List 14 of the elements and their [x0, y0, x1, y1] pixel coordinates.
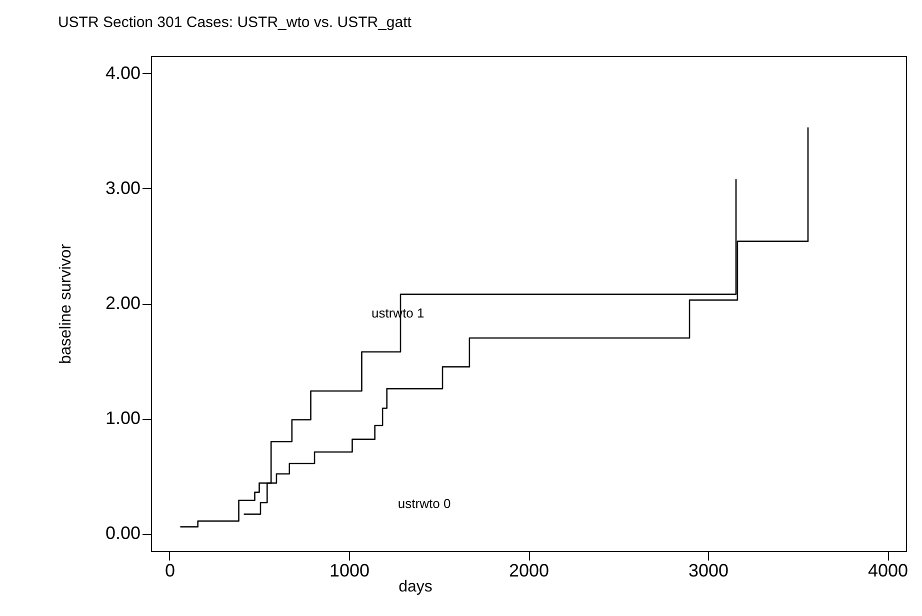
x-tick-label: 4000	[868, 560, 908, 580]
x-axis-title: days	[398, 578, 432, 596]
y-tick-label: 3.00	[105, 178, 140, 198]
x-tick-label: 2000	[508, 560, 550, 580]
chart-title: USTR Section 301 Cases: USTR_wto vs. USTR_gatt	[58, 14, 412, 31]
annotation: ustrwto 0	[398, 496, 451, 511]
y-tick-label: 0.00	[105, 523, 140, 544]
x-tick-label: 0	[164, 560, 175, 580]
x-tick-label: 1000	[329, 560, 370, 580]
y-tick-label: 1.00	[105, 408, 140, 428]
y-tick-label: 2.00	[105, 293, 140, 313]
y-tick-label: 4.00	[105, 62, 140, 83]
y-axis-title: baseline survivor	[57, 243, 74, 364]
x-tick-label: 3000	[688, 560, 729, 580]
